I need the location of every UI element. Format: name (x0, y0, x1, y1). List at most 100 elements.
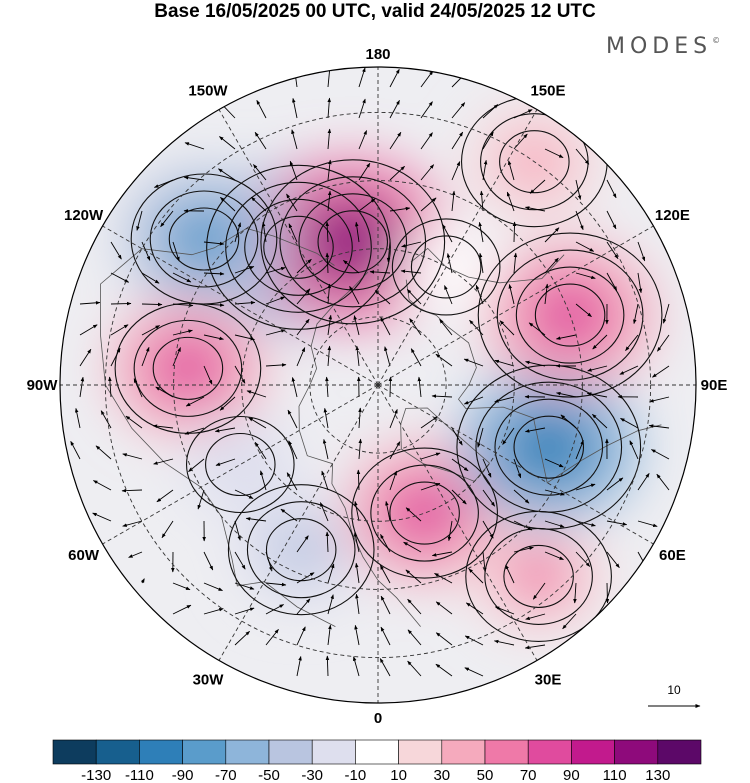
wind-arrow (291, 129, 298, 150)
wind-arrow (494, 359, 515, 367)
wind-arrow (265, 604, 284, 615)
height-contour (152, 336, 224, 400)
colorbar-swatch (355, 739, 399, 765)
wind-arrow (544, 227, 560, 243)
wind-arrow (327, 159, 332, 181)
wind-arrow (477, 427, 484, 448)
wind-arrow (265, 629, 279, 646)
wind-arrow (386, 241, 391, 263)
wind-arrow (358, 198, 376, 212)
wind-arrow (389, 441, 401, 460)
wind-arrow (435, 632, 453, 646)
height-contour (513, 415, 585, 479)
colorbar: -130 -110 -90 -70 -50 -30 -10 10 30 50 70 90 110 130 (52, 739, 702, 783)
longitude-label: 0 (374, 710, 382, 727)
wind-arrow (529, 179, 546, 194)
wind-arrow (420, 197, 437, 212)
wind-arrow (153, 179, 174, 188)
wind-arrow (637, 241, 646, 262)
wind-arrow (629, 440, 639, 460)
colorbar-tick-label: 110 (603, 767, 627, 783)
wind-arrow (325, 252, 330, 274)
wind-arrow (482, 159, 488, 181)
wind-arrow (234, 489, 254, 499)
wind-arrow (380, 534, 391, 553)
wind-arrow (265, 582, 287, 587)
colorbar-swatch (527, 739, 572, 765)
wind-arrow (185, 396, 205, 407)
wind-arrow (420, 70, 434, 88)
wind-arrow (662, 303, 670, 324)
wind-arrow (625, 334, 639, 351)
coastline (405, 279, 662, 484)
anomaly-core (382, 476, 467, 550)
wind-arrow (405, 507, 422, 522)
wind-arrow (265, 363, 287, 367)
wind-arrow (234, 630, 250, 646)
wind-arrow (451, 190, 456, 212)
colorbar-swatch (484, 739, 529, 765)
wind-arrow (556, 391, 577, 398)
wind-arrow (544, 283, 549, 305)
chart-title: Base 16/05/2025 00 UTC, valid 24/05/2025… (154, 1, 596, 22)
wind-arrow (325, 531, 330, 553)
wind-arrow (532, 582, 546, 600)
wind-arrow (152, 424, 174, 429)
wind-arrow (575, 148, 590, 165)
wind-arrow (464, 667, 484, 677)
wind-arrow (353, 532, 360, 553)
wind-arrow (219, 136, 236, 150)
anomaly-core (267, 520, 335, 579)
wind-arrow (79, 348, 92, 367)
height-contour (246, 501, 356, 599)
wind-arrow (74, 407, 81, 429)
wind-arrow (287, 409, 298, 429)
height-contour (168, 207, 240, 271)
wind-vectors (70, 67, 670, 677)
wind-arrow (110, 347, 121, 367)
wind-arrow (575, 303, 592, 318)
wind-arrow (246, 390, 267, 398)
wind-arrow (79, 301, 101, 305)
wind-arrow (122, 520, 143, 527)
longitude-label: 60W (68, 547, 100, 564)
colorbar-tick-label: 50 (477, 767, 494, 783)
wind-arrow (327, 345, 332, 367)
wind-arrow (141, 346, 150, 367)
wind-arrow (197, 489, 205, 510)
wind-arrow (648, 424, 670, 429)
colorbar-tick-label: -70 (215, 767, 237, 783)
colorbar-swatch (657, 739, 702, 765)
wind-arrow (499, 320, 515, 336)
wind-arrow (286, 472, 298, 491)
wind-arrow (656, 473, 670, 491)
wind-arrow (70, 440, 81, 460)
wind-arrow (141, 272, 160, 284)
wind-arrow (524, 206, 546, 212)
wind-arrow (288, 440, 298, 460)
wind-arrow (420, 482, 441, 491)
brand-text: MODES (606, 34, 713, 59)
wind-arrow (248, 417, 267, 429)
wind-arrow (417, 376, 422, 398)
wind-arrow (468, 568, 484, 584)
wind-arrow (265, 551, 273, 572)
wind-arrow (389, 206, 411, 212)
colorbar-tick-label: 10 (390, 767, 407, 783)
height-contour (499, 130, 570, 194)
wind-arrow (512, 221, 517, 243)
wind-arrow (215, 458, 236, 466)
height-contour (389, 481, 460, 545)
wind-arrow (352, 656, 360, 677)
wind-arrow (637, 272, 643, 294)
wind-arrow (651, 449, 670, 460)
wind-arrow (110, 324, 129, 336)
longitude-label: 180 (365, 46, 390, 63)
latitude-circle (309, 316, 447, 454)
wind-arrow (355, 593, 360, 615)
latitude-circle (104, 111, 652, 659)
wind-arrow (431, 394, 453, 398)
wind-arrow (620, 417, 639, 429)
wind-arrow (388, 376, 393, 398)
wind-arrow (354, 500, 360, 522)
